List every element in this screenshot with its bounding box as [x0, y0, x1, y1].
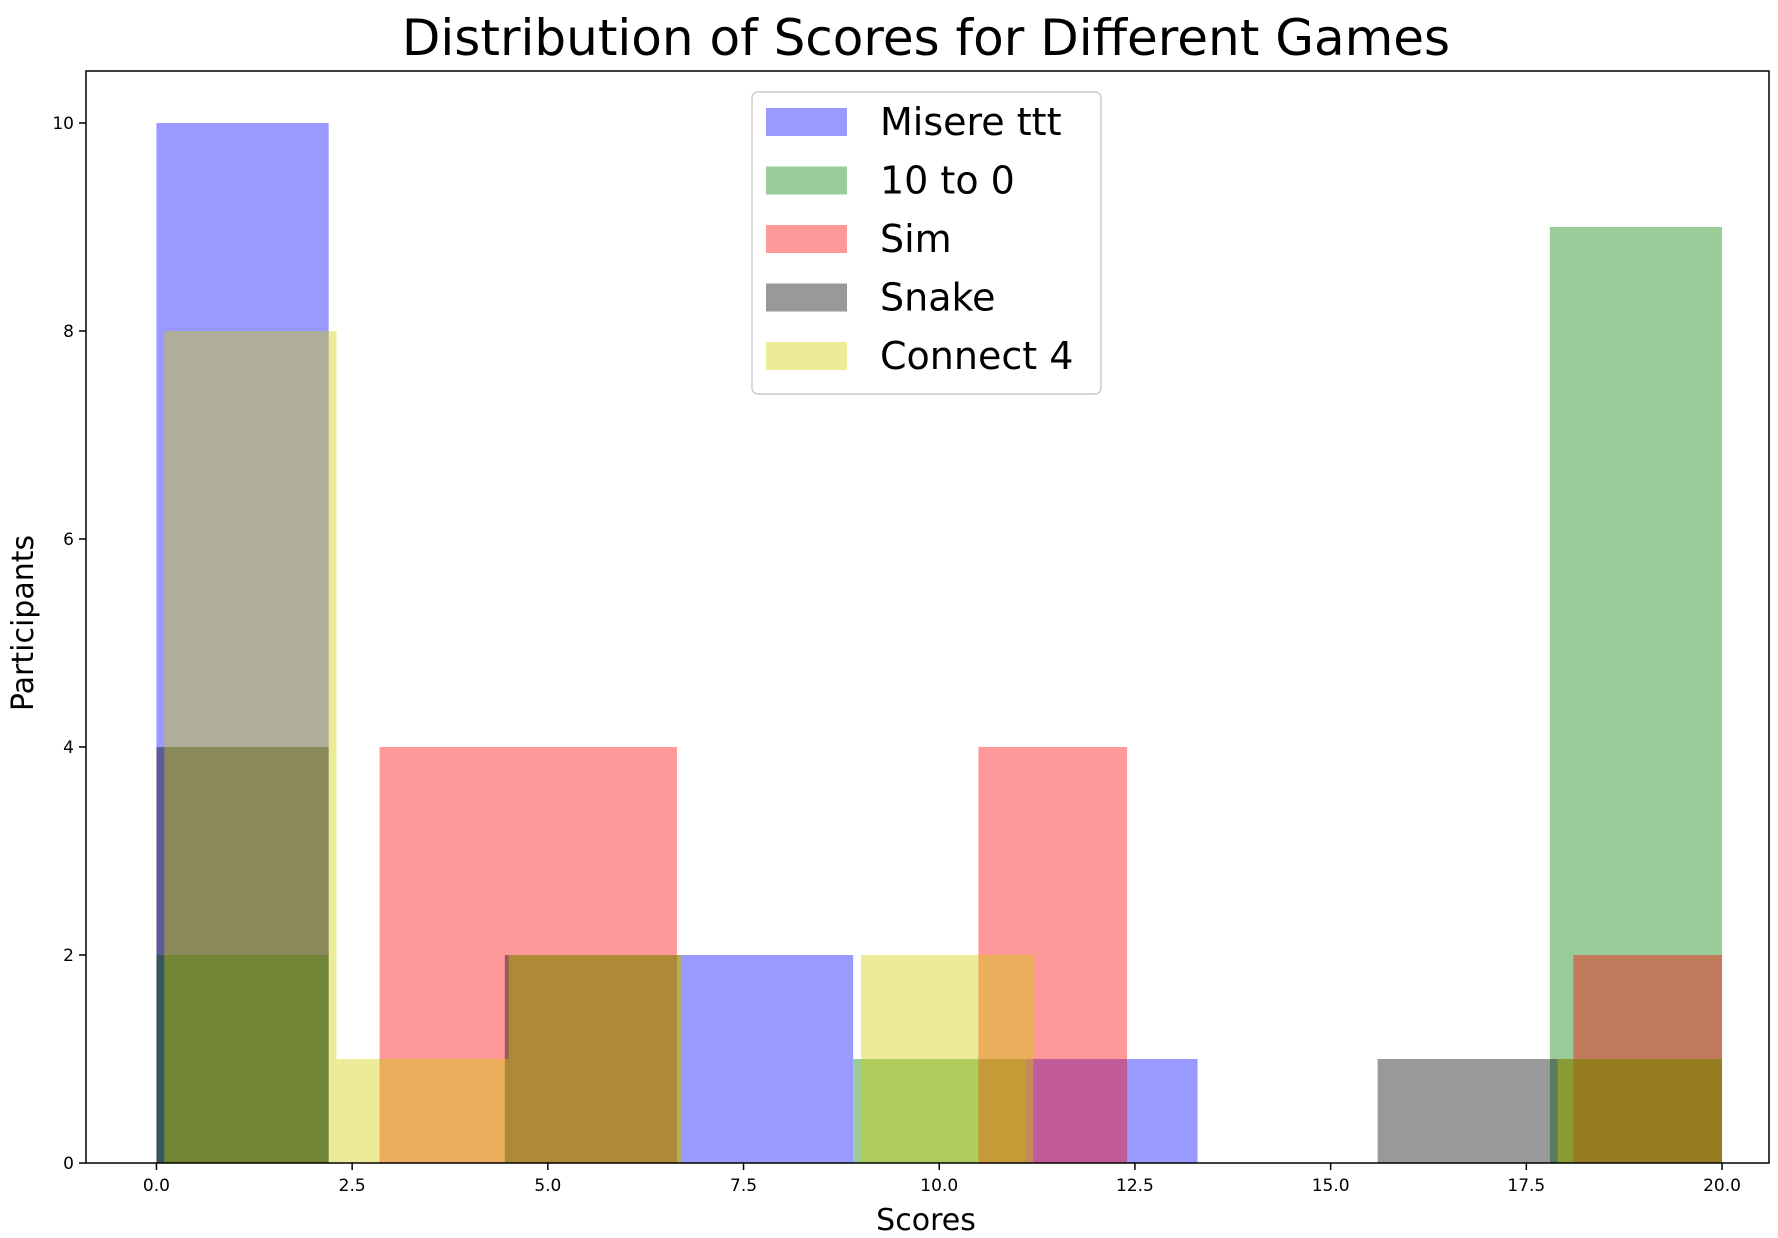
bar-0-2: [1025, 1059, 1198, 1163]
x-tick-label: 0.0: [143, 1176, 170, 1196]
bar-2-2: [1573, 955, 1723, 1163]
y-tick-label: 10: [52, 114, 74, 134]
legend-label: Sim: [880, 217, 952, 261]
legend-swatch: [766, 225, 847, 253]
series-10-to-0: [156, 227, 1723, 1163]
x-tick-label: 5.0: [534, 1176, 561, 1196]
bar-1-1: [853, 1059, 1026, 1163]
legend-frame: [751, 91, 1102, 395]
plot-area: [156, 123, 1723, 1163]
bar-3-0: [156, 747, 329, 1163]
y-tick-label: 4: [63, 738, 74, 758]
y-tick-label: 0: [63, 1154, 74, 1174]
legend-label: Connect 4: [880, 334, 1073, 378]
chart-title: Distribution of Scores for Different Gam…: [402, 9, 1450, 67]
legend-swatch: [766, 166, 847, 195]
bar-2-1: [978, 747, 1128, 1163]
x-tick-label: 10.0: [920, 1176, 958, 1196]
x-tick-label: 12.5: [1116, 1176, 1154, 1196]
bar-2-0: [379, 747, 678, 1163]
legend-label: 10 to 0: [880, 159, 1015, 203]
y-tick-label: 8: [63, 322, 74, 342]
legend-swatch: [766, 342, 847, 370]
y-axis: 0 2 4 6 8 10: [52, 114, 86, 1174]
x-tick-label: 20.0: [1703, 1176, 1741, 1196]
bar-0-1: [680, 955, 854, 1163]
x-tick-label: 7.5: [730, 1176, 757, 1196]
legend-swatch: [766, 108, 847, 136]
x-axis: 0.0 2.5 5.0 7.5 10.0 12.5 15.0 17.5 20.0: [143, 1163, 1741, 1196]
bar-3-3: [1549, 1059, 1723, 1163]
x-tick-label: 2.5: [339, 1176, 366, 1196]
bar-4-2: [508, 955, 681, 1163]
plot-frame: [85, 70, 1770, 1164]
legend-label: Misere ttt: [880, 100, 1061, 144]
series-misere-ttt: [156, 123, 1198, 1163]
bar-4-3: [860, 955, 1034, 1163]
bar-4-4: [1557, 1059, 1723, 1163]
y-tick-label: 6: [63, 530, 74, 550]
x-tick-label: 17.5: [1507, 1176, 1545, 1196]
legend-label: Snake: [880, 276, 996, 320]
bar-0-0: [156, 123, 329, 1163]
bar-3-2: [1377, 1059, 1550, 1163]
legend-swatch: [766, 283, 847, 312]
y-tick-label: 2: [63, 946, 74, 966]
x-tick-label: 15.0: [1312, 1176, 1350, 1196]
y-axis-label: Participants: [6, 535, 41, 711]
bar-3-1: [504, 955, 681, 1163]
bar-4-0: [164, 331, 337, 1163]
x-axis-label: Scores: [876, 1203, 976, 1238]
bar-1-2: [1549, 227, 1723, 1163]
series-snake: [156, 747, 1723, 1163]
legend: Misere ttt 10 to 0 Sim Snake Connect 4: [751, 91, 1102, 395]
bar-4-1: [336, 1059, 509, 1163]
series-sim: [379, 747, 1723, 1163]
bar-1-0: [156, 955, 329, 1163]
series-connect-4: [164, 331, 1723, 1163]
